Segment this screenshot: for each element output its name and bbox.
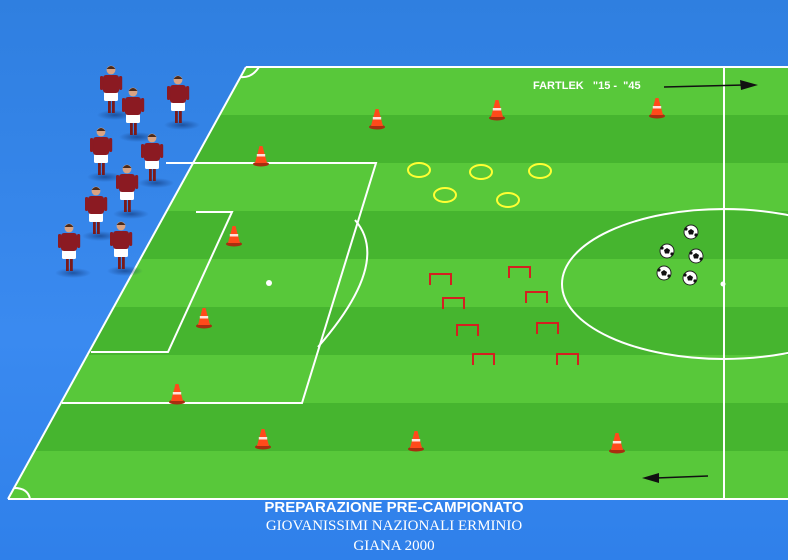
hoop-icon <box>407 162 431 178</box>
hurdles <box>429 266 579 365</box>
corner-arc-bottom <box>13 487 31 500</box>
player-icon <box>55 223 91 278</box>
hurdle-icon <box>456 324 479 336</box>
ball-icon <box>659 243 675 259</box>
field-lines <box>7 66 788 500</box>
center-spot <box>720 281 726 287</box>
ball-icon <box>682 270 698 286</box>
player-icon <box>138 133 174 188</box>
caption-subtitle-line2: GIANA 2000 <box>353 538 435 554</box>
hurdle-icon <box>556 353 579 365</box>
hurdle-icon <box>508 266 531 278</box>
player-icon <box>107 221 143 276</box>
cone-icon <box>226 226 242 247</box>
cone-icon <box>489 100 505 121</box>
player-icon <box>119 87 155 142</box>
cone-icon <box>369 109 385 130</box>
cone-icon <box>253 146 269 167</box>
cone-icon <box>609 433 625 454</box>
goal-area <box>91 211 234 353</box>
hurdle-icon <box>525 291 548 303</box>
penalty-spot <box>266 280 272 286</box>
center-circle <box>561 208 788 360</box>
cone-icon <box>255 429 271 450</box>
player-icon <box>82 186 118 241</box>
hurdle-icon <box>429 273 452 285</box>
hoop-icon <box>433 187 457 203</box>
cone-icon <box>408 431 424 452</box>
ball-icon <box>656 265 672 281</box>
ball-icon <box>688 248 704 264</box>
pitch <box>7 66 788 500</box>
hoop-icon <box>496 192 520 208</box>
hoop-icon <box>469 164 493 180</box>
balls <box>656 224 704 286</box>
ball-icon <box>683 224 699 240</box>
corner-arc-top <box>240 66 260 79</box>
cone-icon <box>649 98 665 119</box>
players <box>55 65 200 278</box>
goal-line <box>7 66 247 500</box>
hoops <box>407 162 552 208</box>
cones <box>169 98 665 454</box>
player-icon <box>164 75 200 130</box>
player-icon <box>87 127 123 182</box>
arrow-icon <box>642 473 709 483</box>
cone-icon <box>169 384 185 405</box>
hurdle-icon <box>442 297 465 309</box>
cone-icon <box>196 308 212 329</box>
caption-subtitle-line1: GIOVANISSIMI NAZIONALI ERMINIO <box>265 518 523 534</box>
drill-label: FARTLEK "15 - "45 <box>533 80 641 92</box>
drill-arrows <box>642 80 758 483</box>
player-icon <box>113 164 149 219</box>
arrow-icon <box>663 80 758 90</box>
hoop-icon <box>528 163 552 179</box>
hurdle-icon <box>536 322 559 334</box>
penalty-arc <box>317 219 369 348</box>
player-icon <box>97 65 133 120</box>
caption-title: PREPARAZIONE PRE-CAMPIONATO <box>264 499 524 516</box>
hurdle-icon <box>472 353 495 365</box>
